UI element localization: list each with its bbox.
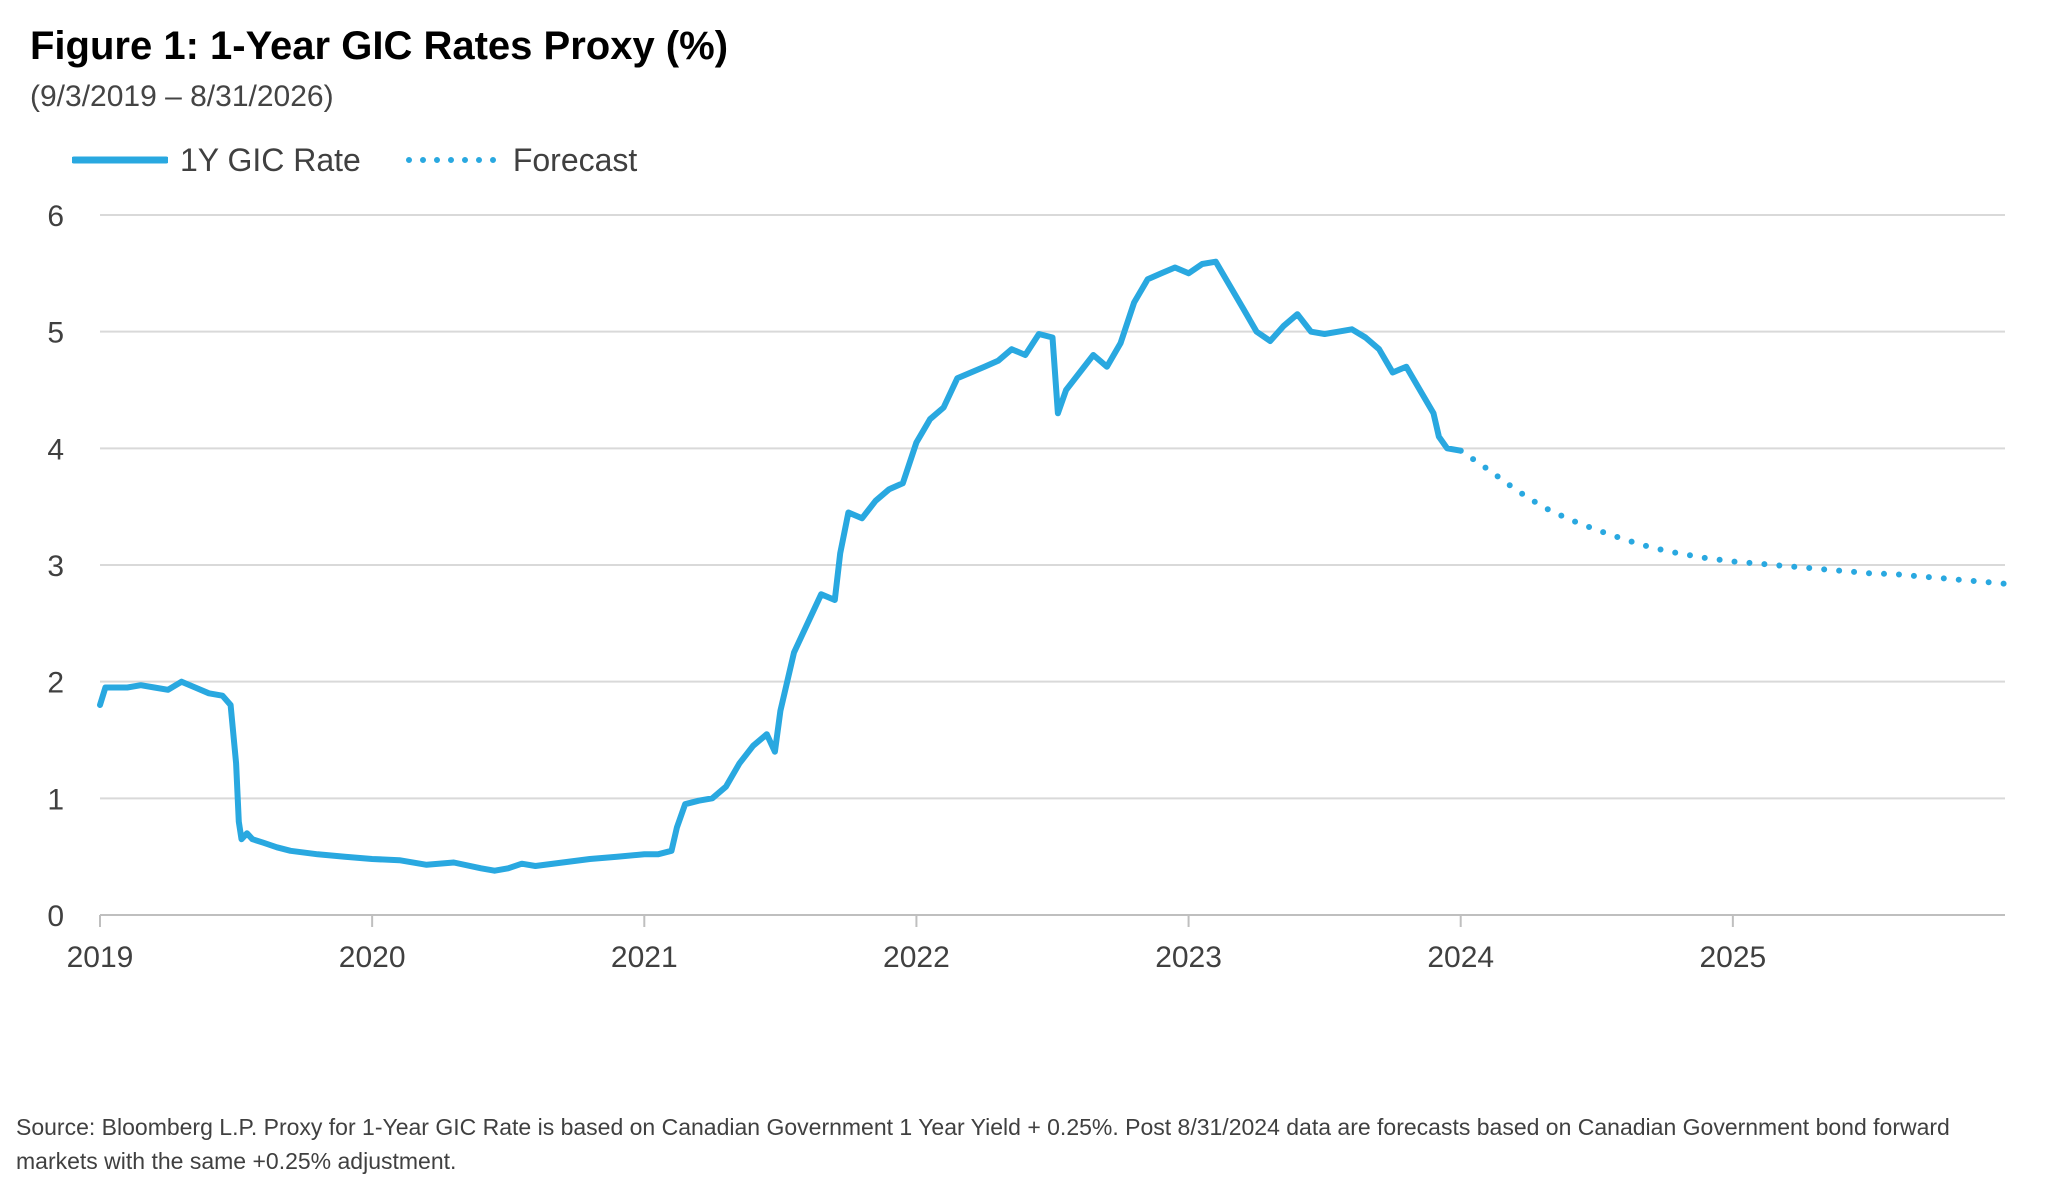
gic-rate-line	[97, 258, 1464, 874]
x-tick-label-2022: 2022	[883, 941, 950, 974]
legend: 1Y GIC Rate Forecast	[72, 140, 681, 180]
legend-dotted-line-icon	[405, 157, 501, 163]
line-chart: 0 1 2 3 4 5 6 2019 2020 2021 2022 2023 2024 2025	[47, 200, 2008, 974]
y-tick-label-2: 2	[47, 667, 64, 700]
legend-item-series: 1Y GIC Rate	[72, 142, 361, 179]
source-note: Source: Bloomberg L.P. Proxy for 1-Year …	[16, 1114, 1950, 1174]
legend-forecast-label: Forecast	[512, 141, 638, 178]
chart-title: Figure 1: 1-Year GIC Rates Proxy (%)	[30, 24, 729, 68]
chart-subtitle: (9/3/2019 – 8/31/2026)	[30, 80, 334, 113]
y-tick-label-6: 6	[47, 200, 64, 233]
legend-solid-line-icon	[72, 156, 168, 164]
x-tick-label-2025: 2025	[1699, 941, 1766, 974]
y-tick-label-1: 1	[47, 783, 64, 816]
forecast-line	[1457, 447, 2008, 587]
legend-item-forecast: Forecast	[405, 142, 637, 179]
y-tick-label-5: 5	[47, 317, 64, 350]
y-tick-label-3: 3	[47, 550, 64, 583]
x-tick-label-2021: 2021	[611, 941, 678, 974]
x-tick-label-2020: 2020	[339, 941, 406, 974]
x-tick-label-2019: 2019	[67, 941, 134, 974]
x-tick-label-2024: 2024	[1427, 941, 1494, 974]
legend-series-label: 1Y GIC Rate	[180, 141, 361, 178]
x-tick-label-2023: 2023	[1155, 941, 1222, 974]
y-tick-label-0: 0	[47, 900, 64, 933]
y-tick-label-4: 4	[47, 433, 64, 466]
